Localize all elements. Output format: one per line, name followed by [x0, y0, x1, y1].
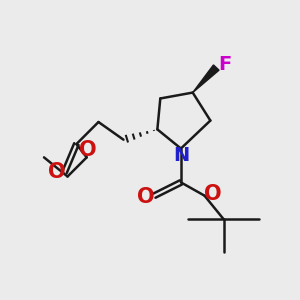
- Text: N: N: [173, 146, 189, 165]
- Text: O: O: [80, 140, 97, 160]
- Text: F: F: [218, 55, 231, 74]
- Text: O: O: [204, 184, 221, 204]
- Text: O: O: [48, 162, 65, 182]
- Polygon shape: [193, 65, 219, 93]
- Text: O: O: [137, 187, 155, 207]
